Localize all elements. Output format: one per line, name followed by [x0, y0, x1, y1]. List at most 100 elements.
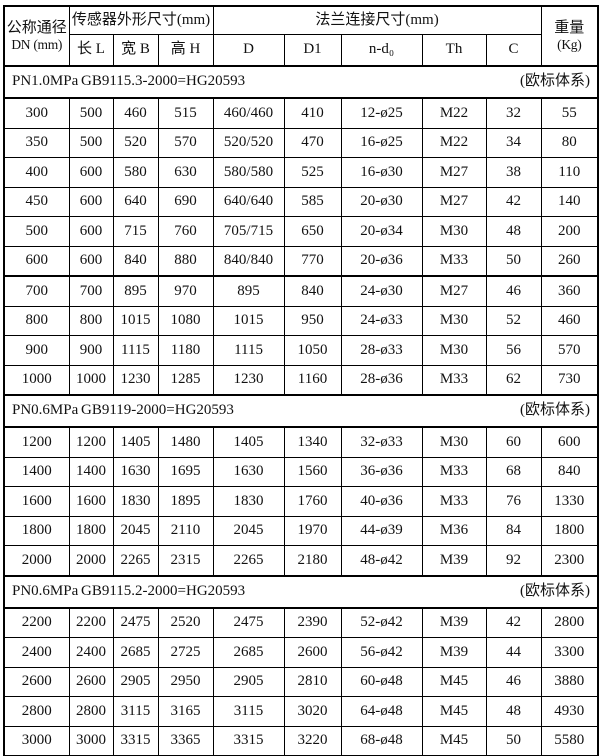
table-row: 450 600 640 690 640/640 585 20-ø30 M27 42 140 — [3, 186, 599, 217]
table-cell: 970 — [157, 275, 214, 307]
table-header: 公称通径 DN (mm) 传感器外形尺寸(mm) 法兰连接尺寸(mm) 重量 (… — [3, 5, 599, 67]
table-cell: 2725 — [157, 637, 214, 668]
table-cell: 1000 — [3, 364, 70, 396]
table-cell: 580 — [112, 157, 159, 188]
table-cell: 1630 — [112, 456, 159, 487]
table-cell: 950 — [283, 305, 342, 336]
table-cell: 12-ø25 — [340, 97, 423, 129]
table-cell: 3165 — [157, 696, 214, 727]
header-sensor-dimensions-group: 传感器外形尺寸(mm) — [68, 5, 214, 35]
table-cell: 500 — [68, 127, 114, 158]
table-cell: 600 — [68, 157, 114, 188]
header-nominal-diameter: 公称通径 DN (mm) — [3, 5, 70, 67]
table-cell: 1200 — [68, 426, 114, 458]
table-cell: 1405 — [112, 426, 159, 458]
header-height-h: 高 H — [157, 34, 214, 67]
table-cell: M33 — [421, 364, 487, 396]
table-cell: 650 — [283, 216, 342, 247]
table-cell: 350 — [3, 127, 70, 158]
table-cell: 1015 — [212, 305, 285, 336]
table-row: 2800 2800 3115 3165 3115 3020 64-ø48 M45 48 4930 — [3, 696, 599, 727]
table-cell: 570 — [540, 335, 599, 366]
table-cell: 3315 — [112, 725, 159, 756]
table-cell: 2400 — [3, 637, 70, 668]
table-cell: 140 — [540, 186, 599, 217]
table-cell: M27 — [421, 186, 487, 217]
table-cell: 64-ø48 — [340, 696, 423, 727]
table-cell: 770 — [283, 245, 342, 277]
table-cell: 1400 — [68, 456, 114, 487]
table-cell: 44 — [485, 637, 542, 668]
table-cell: 48-ø42 — [340, 545, 423, 576]
table-cell: 1800 — [3, 515, 70, 546]
table-cell: 1285 — [157, 364, 214, 396]
section-pressure-rating: PN1.0MPa — [12, 73, 79, 90]
table-cell: 450 — [3, 186, 70, 217]
table-cell: 600 — [68, 245, 114, 277]
table-row: 400 600 580 630 580/580 525 16-ø30 M27 38 110 — [3, 157, 599, 188]
section-header-row: PN1.0MPa GB9115.3-2000=HG20593 (欧标体系) — [3, 65, 599, 99]
table-cell: 1895 — [157, 486, 214, 517]
table-cell: 55 — [540, 97, 599, 129]
section-header-cell: PN1.0MPa GB9115.3-2000=HG20593 (欧标体系) — [3, 65, 599, 99]
table-row: 2200 2200 2475 2520 2475 2390 52-ø42 M39 42 2800 — [3, 607, 599, 638]
table-cell: M39 — [421, 637, 487, 668]
table-cell: 880 — [157, 245, 214, 277]
table-cell: 2800 — [68, 696, 114, 727]
table-cell: 48 — [485, 696, 542, 727]
table-cell: 2200 — [68, 607, 114, 638]
table-cell: 1630 — [212, 456, 285, 487]
table-cell: 2475 — [112, 607, 159, 638]
table-cell: 400 — [3, 157, 70, 188]
table-cell: 3115 — [112, 696, 159, 727]
table-cell: 1180 — [157, 335, 214, 366]
table-cell: 3220 — [283, 725, 342, 756]
table-cell: 3000 — [68, 725, 114, 756]
table-cell: 2810 — [283, 666, 342, 697]
table-cell: 28-ø33 — [340, 335, 423, 366]
table-cell: 520/520 — [212, 127, 285, 158]
table-cell: 56 — [485, 335, 542, 366]
table-cell: 24-ø30 — [340, 275, 423, 307]
table-cell: 460/460 — [212, 97, 285, 129]
table-cell: 2200 — [3, 607, 70, 638]
section-standard-code: GB9115.3-2000=HG20593 — [81, 73, 246, 90]
table-cell: 630 — [157, 157, 214, 188]
table-body: PN1.0MPa GB9115.3-2000=HG20593 (欧标体系) 300 50… — [3, 65, 599, 756]
table-cell: 2180 — [283, 545, 342, 576]
table-cell: M45 — [421, 696, 487, 727]
table-cell: 585 — [283, 186, 342, 217]
table-row: 1600 1600 1830 1895 1830 1760 40-ø36 M33 76 1330 — [3, 486, 599, 517]
table-cell: 20-ø30 — [340, 186, 423, 217]
table-cell: M30 — [421, 305, 487, 336]
table-cell: M45 — [421, 666, 487, 697]
header-length-l: 长 L — [68, 34, 114, 67]
header-weight: 重量 (Kg) — [540, 5, 599, 67]
section-header-row: PN0.6MPa GB9115.2-2000=HG20593 (欧标体系) — [3, 574, 599, 609]
table-cell: 46 — [485, 275, 542, 307]
table-cell: 36-ø36 — [340, 456, 423, 487]
table-cell: 2390 — [283, 607, 342, 638]
table-row: 700 700 895 970 895 840 24-ø30 M27 46 360 — [3, 275, 599, 307]
table-cell: 360 — [540, 275, 599, 307]
table-cell: 3000 — [3, 725, 70, 756]
table-cell: 600 — [68, 216, 114, 247]
table-row: 800 800 1015 1080 1015 950 24-ø33 M30 52 460 — [3, 305, 599, 336]
table-cell: 2045 — [112, 515, 159, 546]
section-pressure-rating: PN0.6MPa — [12, 402, 79, 419]
table-cell: 1830 — [212, 486, 285, 517]
table-cell: 2600 — [68, 666, 114, 697]
table-cell: M27 — [421, 157, 487, 188]
table-cell: 2265 — [112, 545, 159, 576]
header-weight-cn: 重量 — [554, 19, 585, 36]
table-cell: M39 — [421, 545, 487, 576]
table-cell: 50 — [485, 245, 542, 277]
section-header-row: PN0.6MPa GB9119-2000=HG20593 (欧标体系) — [3, 394, 599, 428]
table-cell: 2800 — [3, 696, 70, 727]
section-standard-code: GB9115.2-2000=HG20593 — [81, 582, 246, 599]
table-cell: 520 — [112, 127, 159, 158]
table-cell: 2685 — [212, 637, 285, 668]
header-weight-unit: (Kg) — [557, 36, 582, 52]
table-cell: 1800 — [68, 515, 114, 546]
